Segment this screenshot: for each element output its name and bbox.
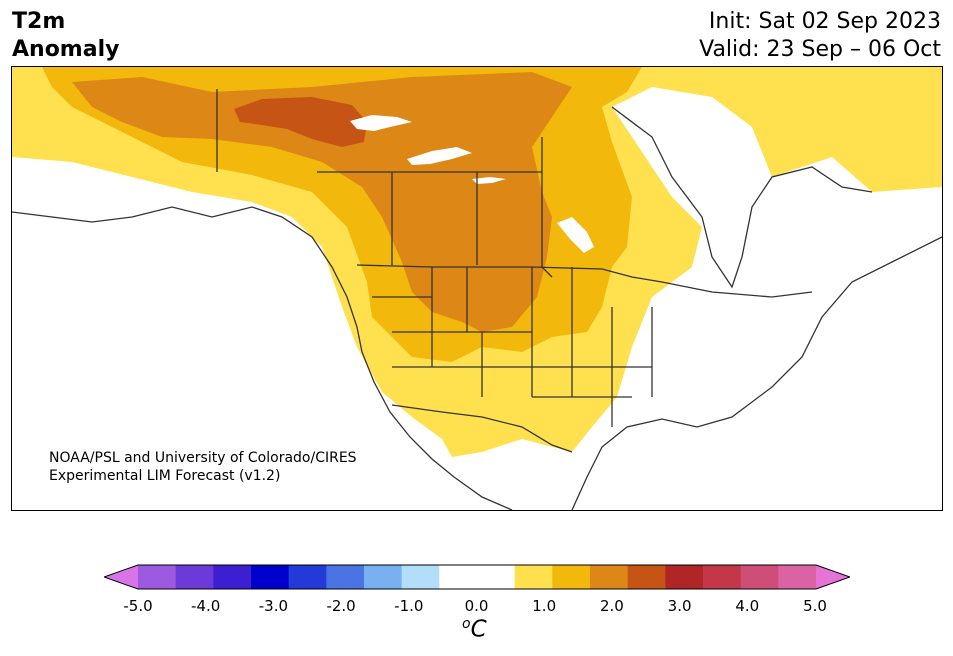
colorbar-outline <box>104 564 850 590</box>
colorbar-bin <box>703 565 742 589</box>
unit-degree: o <box>462 616 471 632</box>
colorbar-ticks: -5.0 -4.0 -3.0 -2.0 -1.0 0.0 1.0 2.0 3.0 4.0 5.0 <box>0 597 953 617</box>
colorbar-bins <box>104 565 850 589</box>
coastlines <box>12 89 942 510</box>
canada-us-border <box>356 264 813 298</box>
colorbar-tick-label: 3.0 <box>667 597 692 615</box>
colorbar-bin <box>364 565 403 589</box>
colorbar-bin <box>477 565 516 589</box>
west-coast <box>12 206 513 510</box>
colorbar-bin <box>401 565 440 589</box>
colorbar <box>104 564 850 590</box>
map-canvas <box>12 67 942 510</box>
great-bear-lake <box>350 115 412 131</box>
colorbar-tick-label: 5.0 <box>803 597 827 615</box>
colorbar-tick-label: 2.0 <box>599 597 624 615</box>
colorbar-tick-label: -5.0 <box>123 597 153 615</box>
colorbar-bin <box>138 565 177 589</box>
colorbar-bin <box>104 565 138 589</box>
anomaly-map <box>11 66 943 511</box>
colorbar-bin <box>816 565 850 589</box>
colorbar-bin <box>439 565 478 589</box>
colorbar-bin <box>326 565 365 589</box>
credit-line-2: Experimental LIM Forecast (v1.2) <box>49 468 281 484</box>
colorbar-bin <box>778 565 817 589</box>
colorbar-bin <box>213 565 252 589</box>
colorbar-tick-label: 4.0 <box>735 597 760 615</box>
colorbar-tick-label: 0.0 <box>464 597 489 615</box>
colorbar-bin <box>740 565 779 589</box>
lake-athabasca <box>472 177 506 184</box>
colorbar-tick-label: -2.0 <box>326 597 356 615</box>
credit-line-1: NOAA/PSL and University of Colorado/CIRE… <box>49 450 357 466</box>
colorbar-tick-label: 1.0 <box>532 597 557 615</box>
colorbar-bin <box>251 565 290 589</box>
colorbar-bin <box>552 565 591 589</box>
title-line-2: Anomaly <box>12 37 120 62</box>
colorbar-unit: oC <box>462 616 487 643</box>
valid-date: Valid: 23 Sep – 06 Oct <box>699 37 941 62</box>
colorbar-tick-label: -3.0 <box>258 597 289 615</box>
great-slave-lake <box>407 147 472 165</box>
hudson-bay-coast <box>611 106 873 289</box>
mexico-us-border <box>391 404 573 453</box>
canadian-provinces <box>216 89 553 278</box>
unit-celsius: C <box>470 616 487 643</box>
credit-text: NOAA/PSL and University of Colorado/CIRE… <box>49 449 357 485</box>
colorbar-tick-label: -4.0 <box>191 597 221 615</box>
colorbar-bin <box>665 565 704 589</box>
gulf-coast <box>571 236 942 510</box>
colorbar-bin <box>590 565 629 589</box>
colorbar-bin <box>514 565 553 589</box>
map-title: T2m Anomaly <box>12 8 119 64</box>
colorbar-bin <box>627 565 666 589</box>
colorbar-bin <box>288 565 327 589</box>
forecast-dates: Init: Sat 02 Sep 2023 Valid: 23 Sep – 06… <box>699 8 941 64</box>
anomaly-band-2-0-to-2-5 <box>234 97 367 147</box>
colorbar-bin <box>175 565 214 589</box>
colorbar-tick-label: -1.0 <box>394 597 424 615</box>
us-states <box>372 267 653 427</box>
title-line-1: T2m <box>12 9 66 34</box>
lake-winnipeg <box>557 217 594 253</box>
init-date: Init: Sat 02 Sep 2023 <box>708 9 941 34</box>
